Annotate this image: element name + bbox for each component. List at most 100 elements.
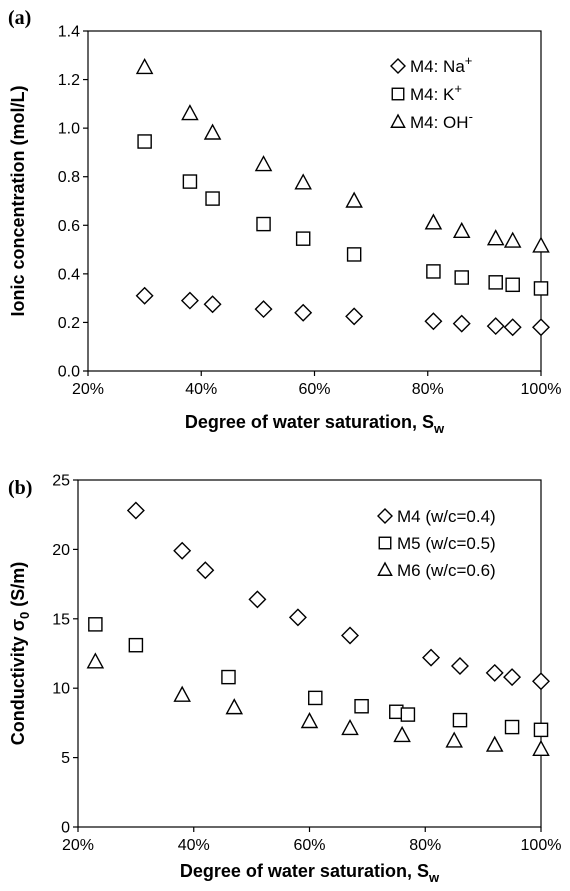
data-point-square [137, 134, 152, 149]
data-point-triangle [532, 739, 550, 756]
data-point-triangle [445, 731, 463, 748]
legend-marker-diamond [390, 58, 406, 74]
data-point-diamond [126, 501, 145, 520]
data-point-diamond [452, 314, 471, 333]
data-point-square [295, 231, 311, 246]
data-point-square [426, 264, 441, 279]
data-point-triangle [452, 221, 471, 239]
y-axis-title-a: Ionic concentration (mol/L) [8, 85, 28, 316]
x-tick-label: 60% [298, 381, 330, 398]
data-point-diamond [486, 317, 505, 336]
y-tick-label: 25 [52, 473, 70, 490]
x-tick-label: 80% [412, 381, 444, 398]
data-point-triangle [181, 104, 199, 121]
data-point-square [504, 719, 520, 735]
data-point-triangle [485, 735, 504, 752]
legend-marker-square [391, 87, 405, 101]
legend-label: M5 (w/c=0.5) [397, 534, 496, 553]
data-point-diamond [196, 561, 215, 580]
panel-a: (a) 0.0 0.2 0.4 0.6 0.8 1.0 1.2 1.4 20% 40% 60% 80% 1… [8, 7, 561, 436]
data-point-triangle [225, 698, 244, 715]
legend-marker-triangle [390, 113, 406, 128]
data-point-diamond [180, 291, 199, 310]
series-a-square [137, 134, 549, 296]
x-axis-title-b: Degree of water saturation, Sw [180, 861, 440, 885]
data-point-diamond [254, 300, 273, 319]
y-tick-label: 20 [52, 542, 70, 559]
y-tick-label: 0 [61, 820, 70, 837]
y-tick-label: 5 [61, 750, 70, 767]
y-tick-label: 0.8 [58, 169, 80, 186]
data-point-triangle [486, 229, 505, 246]
data-point-triangle [86, 652, 105, 669]
data-point-diamond [503, 668, 522, 687]
data-point-triangle [503, 231, 522, 248]
data-point-diamond [424, 312, 443, 331]
data-point-diamond [288, 608, 307, 627]
data-point-square [533, 722, 549, 738]
y-tick-label: 0.6 [58, 218, 80, 235]
panel-b-label: (b) [8, 477, 32, 499]
data-point-diamond [173, 541, 192, 560]
data-point-square [128, 637, 144, 653]
series-a-diamond [135, 286, 550, 337]
data-point-triangle [532, 236, 550, 253]
x-tick-label: 40% [178, 837, 210, 854]
data-point-square [182, 174, 198, 189]
data-point-square [88, 617, 103, 632]
data-point-diamond [345, 307, 364, 326]
legend-label: M6 (w/c=0.6) [397, 561, 496, 580]
x-tick-label: 60% [293, 837, 325, 854]
data-point-triangle [135, 57, 154, 75]
data-point-triangle [424, 213, 443, 230]
data-point-diamond [294, 303, 313, 322]
y-tick-label: 10 [52, 681, 70, 698]
y-tick-label: 1.2 [58, 72, 80, 89]
x-tick-label: 80% [409, 837, 441, 854]
panel-a-label: (a) [8, 7, 31, 29]
x-tick-label: 100% [521, 381, 562, 398]
data-point-diamond [503, 318, 522, 337]
series-b-diamond [126, 501, 550, 691]
data-point-square [221, 669, 236, 685]
legend-label: M4: OH- [410, 109, 473, 132]
y-tick-label: 1.4 [58, 24, 80, 41]
legend-b: M4 (w/c=0.4) M5 (w/c=0.5) M6 (w/c=0.6) [377, 507, 496, 580]
legend-a: M4: Na+ M4: K+ M4: OH- [390, 53, 473, 132]
data-point-square [452, 712, 468, 728]
series-a-triangle [135, 57, 550, 253]
data-point-diamond [203, 295, 222, 314]
legend-marker-diamond [377, 508, 393, 524]
data-point-square [205, 191, 220, 206]
y-tick-label: 0.2 [58, 315, 80, 332]
data-point-square [488, 275, 503, 290]
x-tick-label: 20% [62, 837, 94, 854]
x-tick-label: 20% [72, 381, 104, 398]
series-b-triangle [86, 652, 550, 756]
x-tick-label: 100% [521, 837, 562, 854]
data-point-diamond [135, 286, 154, 305]
data-point-diamond [532, 672, 550, 691]
data-point-diamond [450, 657, 469, 675]
data-point-diamond [485, 663, 504, 682]
legend-marker-square [378, 536, 392, 550]
data-point-triangle [294, 173, 312, 190]
data-point-diamond [422, 648, 441, 667]
data-point-triangle [203, 123, 222, 140]
data-point-square [346, 247, 362, 262]
data-point-square [505, 277, 520, 293]
plot-frame-b [77, 479, 542, 828]
data-point-triangle [173, 685, 191, 702]
data-point-triangle [393, 725, 411, 743]
legend-marker-triangle [377, 561, 393, 576]
y-tick-label: 0.4 [58, 266, 80, 283]
y-axis-title-b: Conductivity σ0 (S/m) [8, 562, 32, 746]
data-point-square [308, 690, 323, 706]
legend-label: M4: Na+ [410, 53, 472, 76]
y-tick-label: 1.0 [58, 121, 80, 138]
y-tick-label: 0.0 [58, 364, 80, 381]
x-tick-label: 40% [185, 381, 217, 398]
legend-label: M4: K+ [410, 81, 462, 104]
data-point-diamond [341, 626, 360, 645]
